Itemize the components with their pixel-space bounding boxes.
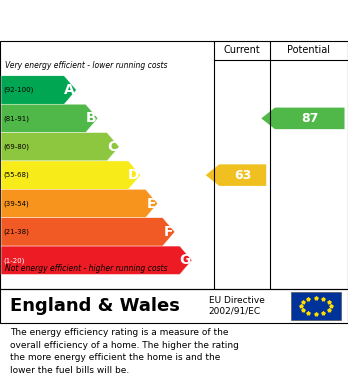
- Text: (21-38): (21-38): [3, 229, 29, 235]
- Text: (1-20): (1-20): [3, 257, 25, 264]
- Polygon shape: [1, 104, 98, 133]
- Polygon shape: [1, 189, 158, 218]
- Polygon shape: [1, 161, 141, 189]
- Polygon shape: [206, 164, 266, 186]
- Polygon shape: [1, 76, 76, 104]
- Text: A: A: [64, 83, 74, 97]
- Text: Current: Current: [223, 45, 260, 56]
- Polygon shape: [1, 133, 119, 161]
- Text: F: F: [164, 225, 173, 239]
- Text: B: B: [85, 111, 96, 126]
- Polygon shape: [1, 246, 192, 274]
- Text: (92-100): (92-100): [3, 87, 34, 93]
- Text: (81-91): (81-91): [3, 115, 30, 122]
- Text: Energy Efficiency Rating: Energy Efficiency Rating: [10, 13, 220, 28]
- Text: 63: 63: [234, 169, 251, 182]
- Text: D: D: [127, 168, 139, 182]
- Text: E: E: [147, 197, 156, 210]
- Text: EU Directive
2002/91/EC: EU Directive 2002/91/EC: [209, 296, 265, 316]
- Text: G: G: [179, 253, 190, 267]
- Text: C: C: [107, 140, 118, 154]
- Polygon shape: [261, 108, 345, 129]
- Text: Very energy efficient - lower running costs: Very energy efficient - lower running co…: [5, 61, 168, 70]
- Text: 87: 87: [301, 112, 318, 125]
- Text: (39-54): (39-54): [3, 200, 29, 207]
- Bar: [291, 292, 341, 320]
- Text: The energy efficiency rating is a measure of the
overall efficiency of a home. T: The energy efficiency rating is a measur…: [10, 328, 239, 375]
- Text: England & Wales: England & Wales: [10, 297, 180, 315]
- Text: (55-68): (55-68): [3, 172, 29, 178]
- Text: Not energy efficient - higher running costs: Not energy efficient - higher running co…: [5, 264, 168, 273]
- Text: (69-80): (69-80): [3, 143, 30, 150]
- Polygon shape: [1, 218, 175, 246]
- Text: Potential: Potential: [287, 45, 330, 56]
